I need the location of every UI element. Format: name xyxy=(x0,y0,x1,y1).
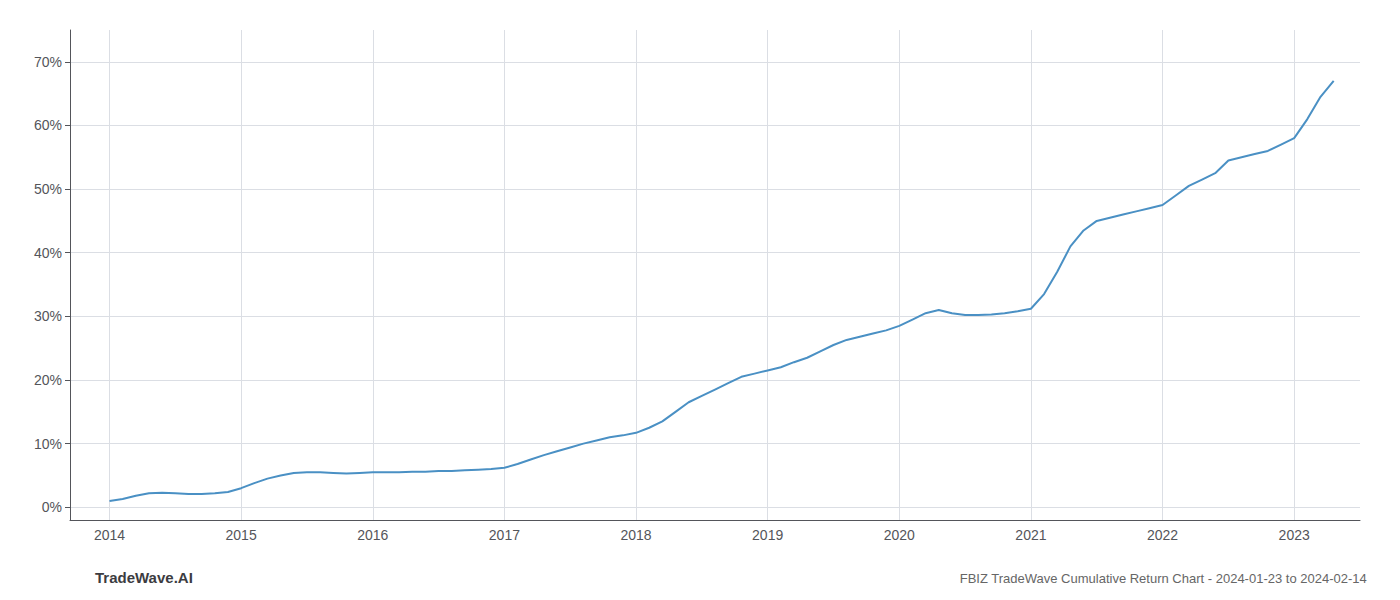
svg-text:0%: 0% xyxy=(42,499,62,515)
svg-text:2015: 2015 xyxy=(226,527,257,543)
svg-text:30%: 30% xyxy=(34,308,62,324)
svg-text:50%: 50% xyxy=(34,181,62,197)
svg-text:2017: 2017 xyxy=(489,527,520,543)
svg-text:60%: 60% xyxy=(34,117,62,133)
svg-text:70%: 70% xyxy=(34,54,62,70)
svg-text:2023: 2023 xyxy=(1279,527,1310,543)
svg-text:10%: 10% xyxy=(34,436,62,452)
svg-text:40%: 40% xyxy=(34,245,62,261)
svg-text:2018: 2018 xyxy=(620,527,651,543)
svg-text:2014: 2014 xyxy=(94,527,125,543)
svg-text:2016: 2016 xyxy=(357,527,388,543)
svg-text:2022: 2022 xyxy=(1147,527,1178,543)
svg-text:2020: 2020 xyxy=(884,527,915,543)
svg-text:FBIZ TradeWave Cumulative Retu: FBIZ TradeWave Cumulative Return Chart -… xyxy=(960,571,1367,586)
svg-text:20%: 20% xyxy=(34,372,62,388)
svg-text:2019: 2019 xyxy=(752,527,783,543)
svg-text:2021: 2021 xyxy=(1015,527,1046,543)
svg-text:TradeWave.AI: TradeWave.AI xyxy=(95,569,193,586)
